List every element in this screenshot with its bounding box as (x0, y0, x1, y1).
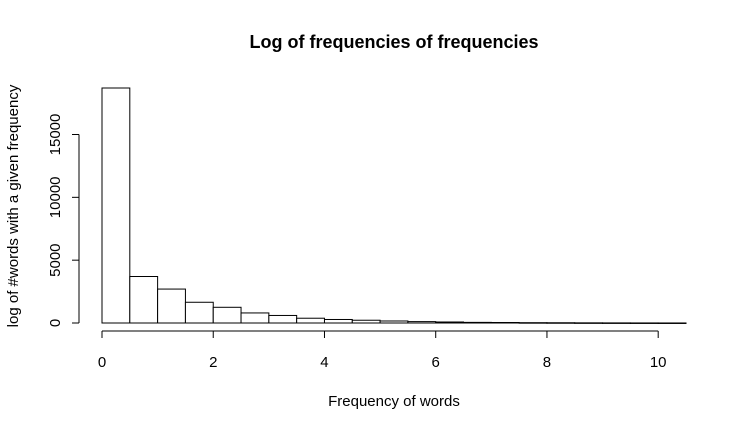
histogram-bar-13 (463, 321, 492, 324)
y-axis: 0 5000 10000 15000 (47, 114, 80, 327)
histogram-bar-0 (101, 87, 131, 324)
histogram-bar-17 (574, 322, 604, 324)
y-axis-label: log of #words with a given frequency (5, 84, 22, 327)
histogram-bar-3 (184, 301, 214, 324)
histogram-bar-8 (323, 318, 353, 324)
histogram-bar-10 (379, 320, 409, 324)
y-tick-label: 15000 (47, 114, 64, 156)
histogram-bar-18 (602, 322, 631, 324)
x-tick-label: 2 (209, 354, 217, 371)
x-tick-label: 10 (650, 354, 667, 371)
x-tick-label: 4 (320, 354, 328, 371)
x-tick-label: 0 (98, 354, 106, 371)
y-tick-label: 5000 (47, 243, 64, 276)
histogram-bar-16 (546, 322, 576, 324)
x-tick-label: 6 (432, 354, 440, 371)
histogram-bar-20 (657, 322, 687, 324)
x-tick-label: 8 (543, 354, 551, 371)
x-axis-label: Frequency of words (328, 393, 460, 410)
histogram-bar-4 (212, 306, 242, 324)
bars-group (101, 87, 687, 324)
x-axis: 0 2 4 6 8 10 (98, 330, 667, 371)
histogram-bar-14 (490, 321, 520, 324)
histogram-bar-5 (240, 312, 270, 324)
y-tick-label: 10000 (47, 176, 64, 218)
histogram-bar-7 (296, 317, 325, 324)
y-tick-label: 0 (47, 319, 64, 327)
histogram-bar-6 (268, 314, 298, 324)
histogram-bar-1 (129, 276, 159, 324)
histogram-bar-2 (157, 288, 186, 324)
chart-title: Log of frequencies of frequencies (249, 32, 538, 52)
histogram-bar-12 (435, 321, 465, 324)
histogram-bar-9 (351, 319, 381, 324)
histogram-bar-11 (407, 321, 437, 324)
histogram-bar-15 (518, 322, 548, 324)
histogram-bar-19 (629, 322, 659, 324)
